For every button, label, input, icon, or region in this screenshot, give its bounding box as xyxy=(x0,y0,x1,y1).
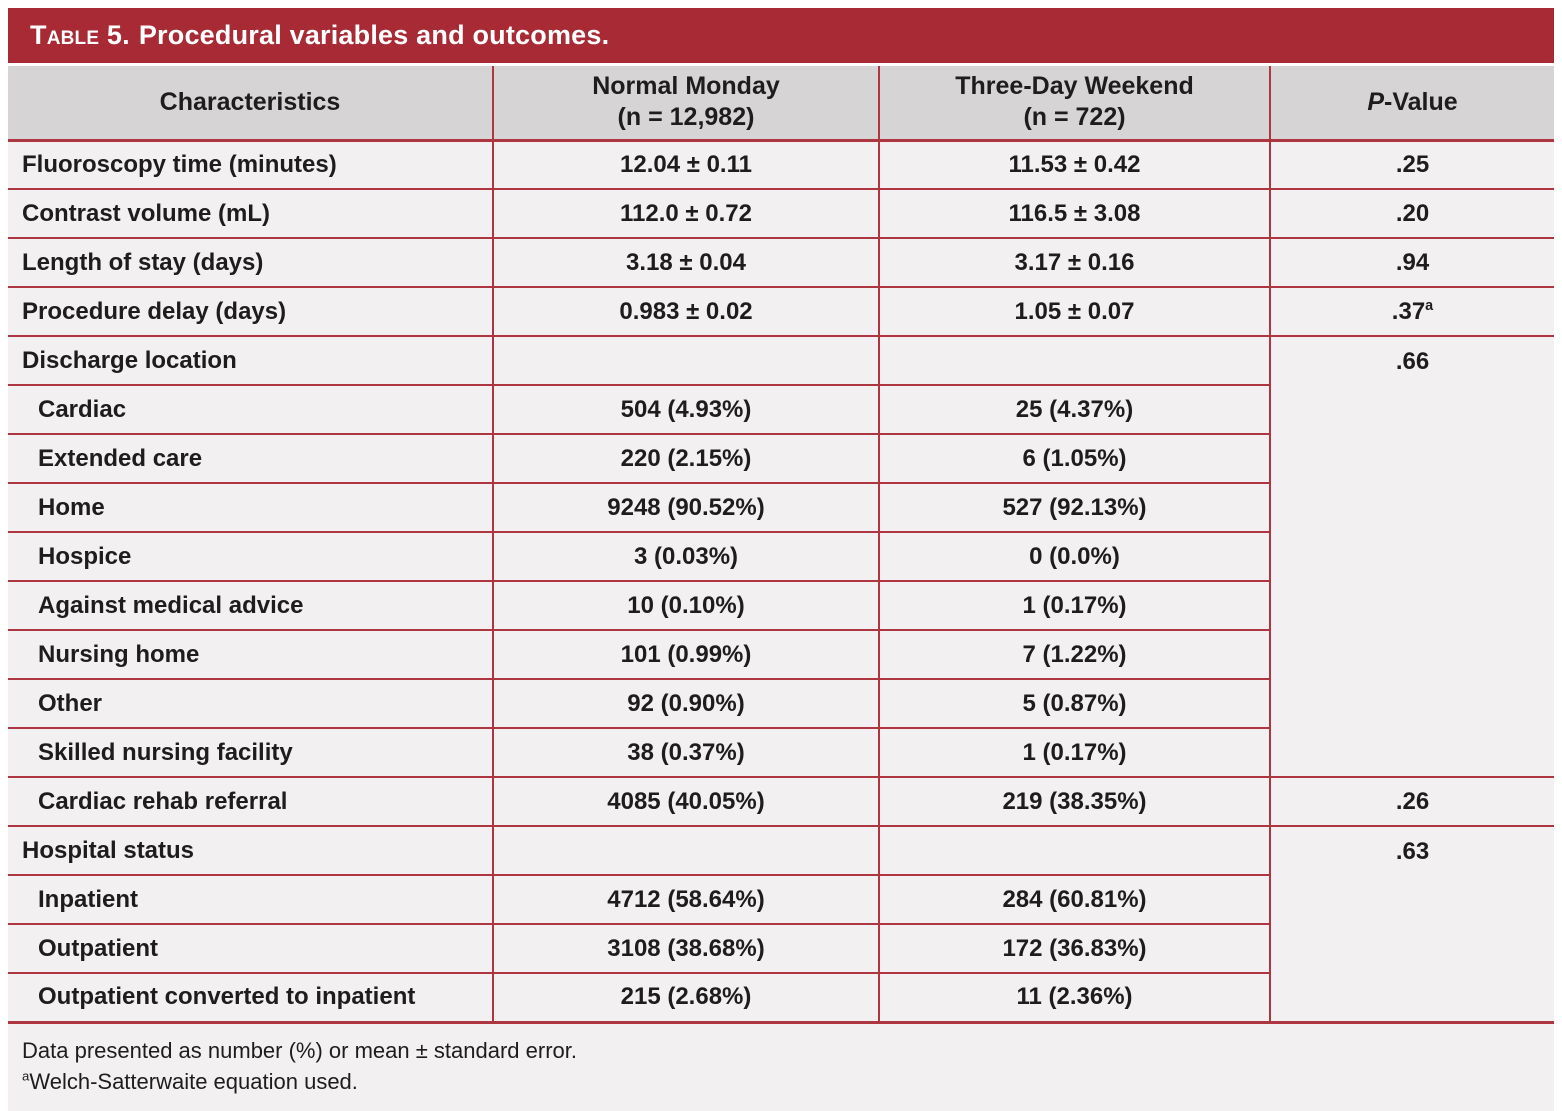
normal-monday-cell: 9248 (90.52%) xyxy=(493,483,879,532)
p-value-italic-p: P xyxy=(1367,88,1384,116)
normal-monday-cell: 3.18 ± 0.04 xyxy=(493,238,879,287)
table-row: Length of stay (days) 3.18 ± 0.04 3.17 ±… xyxy=(8,238,1554,287)
p-value-cell-merged: .66 xyxy=(1270,336,1554,777)
table-footnote: Data presented as number (%) or mean ± s… xyxy=(8,1024,1554,1111)
row-label-cell: Skilled nursing facility xyxy=(8,728,493,777)
table-row: Discharge location .66 xyxy=(8,336,1554,385)
row-label-cell: Other xyxy=(8,679,493,728)
column-header-p-value: P-Value xyxy=(1270,66,1554,140)
table-row: Fluoroscopy time (minutes) 12.04 ± 0.11 … xyxy=(8,140,1554,189)
footnote-marker: a xyxy=(1425,298,1433,314)
row-label-cell: Cardiac xyxy=(8,385,493,434)
weekend-cell: 11 (2.36%) xyxy=(879,973,1270,1022)
column-header-characteristics: Characteristics xyxy=(8,66,493,140)
row-label-cell: Contrast volume (mL) xyxy=(8,189,493,238)
row-label-cell: Nursing home xyxy=(8,630,493,679)
normal-monday-cell: 0.983 ± 0.02 xyxy=(493,287,879,336)
weekend-cell: 7 (1.22%) xyxy=(879,630,1270,679)
footnote-text: Welch-Satterwaite equation used. xyxy=(29,1069,358,1094)
row-label-cell: Length of stay (days) xyxy=(8,238,493,287)
normal-monday-cell: 112.0 ± 0.72 xyxy=(493,189,879,238)
table-row: Cardiac rehab referral 4085 (40.05%) 219… xyxy=(8,777,1554,826)
column-header-sublabel: (n = 722) xyxy=(1023,103,1125,131)
weekend-cell: 3.17 ± 0.16 xyxy=(879,238,1270,287)
footnote-welch: aWelch-Satterwaite equation used. xyxy=(22,1066,1540,1098)
column-header-sublabel: (n = 12,982) xyxy=(618,103,755,131)
p-value-cell-merged: .63 xyxy=(1270,826,1554,1022)
row-label-cell: Hospital status xyxy=(8,826,493,875)
p-value-rest: -Value xyxy=(1384,88,1458,116)
normal-monday-cell xyxy=(493,336,879,385)
row-label-cell: Extended care xyxy=(8,434,493,483)
weekend-cell: 6 (1.05%) xyxy=(879,434,1270,483)
header-row: Characteristics Normal Monday (n = 12,98… xyxy=(8,66,1554,140)
weekend-cell: 5 (0.87%) xyxy=(879,679,1270,728)
weekend-cell: 1 (0.17%) xyxy=(879,581,1270,630)
normal-monday-cell: 215 (2.68%) xyxy=(493,973,879,1022)
weekend-cell: 1 (0.17%) xyxy=(879,728,1270,777)
normal-monday-cell: 10 (0.10%) xyxy=(493,581,879,630)
procedural-variables-table: Characteristics Normal Monday (n = 12,98… xyxy=(8,66,1554,1024)
weekend-cell: 527 (92.13%) xyxy=(879,483,1270,532)
weekend-cell: 172 (36.83%) xyxy=(879,924,1270,973)
column-header-normal-monday: Normal Monday (n = 12,982) xyxy=(493,66,879,140)
weekend-cell: 284 (60.81%) xyxy=(879,875,1270,924)
normal-monday-cell: 504 (4.93%) xyxy=(493,385,879,434)
column-header-label: Three-Day Weekend xyxy=(955,72,1194,100)
weekend-cell: 116.5 ± 3.08 xyxy=(879,189,1270,238)
row-label-cell: Outpatient converted to inpatient xyxy=(8,973,493,1022)
weekend-cell: 219 (38.35%) xyxy=(879,777,1270,826)
normal-monday-cell: 3 (0.03%) xyxy=(493,532,879,581)
weekend-cell xyxy=(879,336,1270,385)
table-body: Fluoroscopy time (minutes) 12.04 ± 0.11 … xyxy=(8,140,1554,1022)
weekend-cell xyxy=(879,826,1270,875)
row-label-cell: Discharge location xyxy=(8,336,493,385)
normal-monday-cell: 101 (0.99%) xyxy=(493,630,879,679)
p-value-cell: .37a xyxy=(1270,287,1554,336)
table-caption: Procedural variables and outcomes. xyxy=(139,20,609,50)
table-header: Characteristics Normal Monday (n = 12,98… xyxy=(8,66,1554,140)
weekend-cell: 0 (0.0%) xyxy=(879,532,1270,581)
row-label-cell: Procedure delay (days) xyxy=(8,287,493,336)
column-header-label: Normal Monday xyxy=(592,72,780,100)
p-value-cell: .26 xyxy=(1270,777,1554,826)
row-label-cell: Cardiac rehab referral xyxy=(8,777,493,826)
normal-monday-cell: 12.04 ± 0.11 xyxy=(493,140,879,189)
column-header-three-day-weekend: Three-Day Weekend (n = 722) xyxy=(879,66,1270,140)
footnote-data-presentation: Data presented as number (%) or mean ± s… xyxy=(22,1035,1540,1067)
weekend-cell: 1.05 ± 0.07 xyxy=(879,287,1270,336)
p-value-cell: .25 xyxy=(1270,140,1554,189)
normal-monday-cell: 220 (2.15%) xyxy=(493,434,879,483)
normal-monday-cell: 38 (0.37%) xyxy=(493,728,879,777)
table-row: Procedure delay (days) 0.983 ± 0.02 1.05… xyxy=(8,287,1554,336)
p-value-cell: .20 xyxy=(1270,189,1554,238)
table-row: Contrast volume (mL) 112.0 ± 0.72 116.5 … xyxy=(8,189,1554,238)
normal-monday-cell: 4712 (58.64%) xyxy=(493,875,879,924)
row-label-cell: Fluoroscopy time (minutes) xyxy=(8,140,493,189)
table-title-bar: Table 5. Procedural variables and outcome… xyxy=(8,8,1554,63)
table-number: Table 5. xyxy=(30,20,130,50)
p-value-text: .37 xyxy=(1392,298,1425,325)
row-label-cell: Hospice xyxy=(8,532,493,581)
row-label-cell: Against medical advice xyxy=(8,581,493,630)
p-value-cell: .94 xyxy=(1270,238,1554,287)
normal-monday-cell: 92 (0.90%) xyxy=(493,679,879,728)
table-title: Table 5. Procedural variables and outcome… xyxy=(30,20,609,51)
normal-monday-cell xyxy=(493,826,879,875)
weekend-cell: 11.53 ± 0.42 xyxy=(879,140,1270,189)
row-label-cell: Home xyxy=(8,483,493,532)
normal-monday-cell: 4085 (40.05%) xyxy=(493,777,879,826)
normal-monday-cell: 3108 (38.68%) xyxy=(493,924,879,973)
row-label-cell: Inpatient xyxy=(8,875,493,924)
row-label-cell: Outpatient xyxy=(8,924,493,973)
table-row: Hospital status .63 xyxy=(8,826,1554,875)
weekend-cell: 25 (4.37%) xyxy=(879,385,1270,434)
